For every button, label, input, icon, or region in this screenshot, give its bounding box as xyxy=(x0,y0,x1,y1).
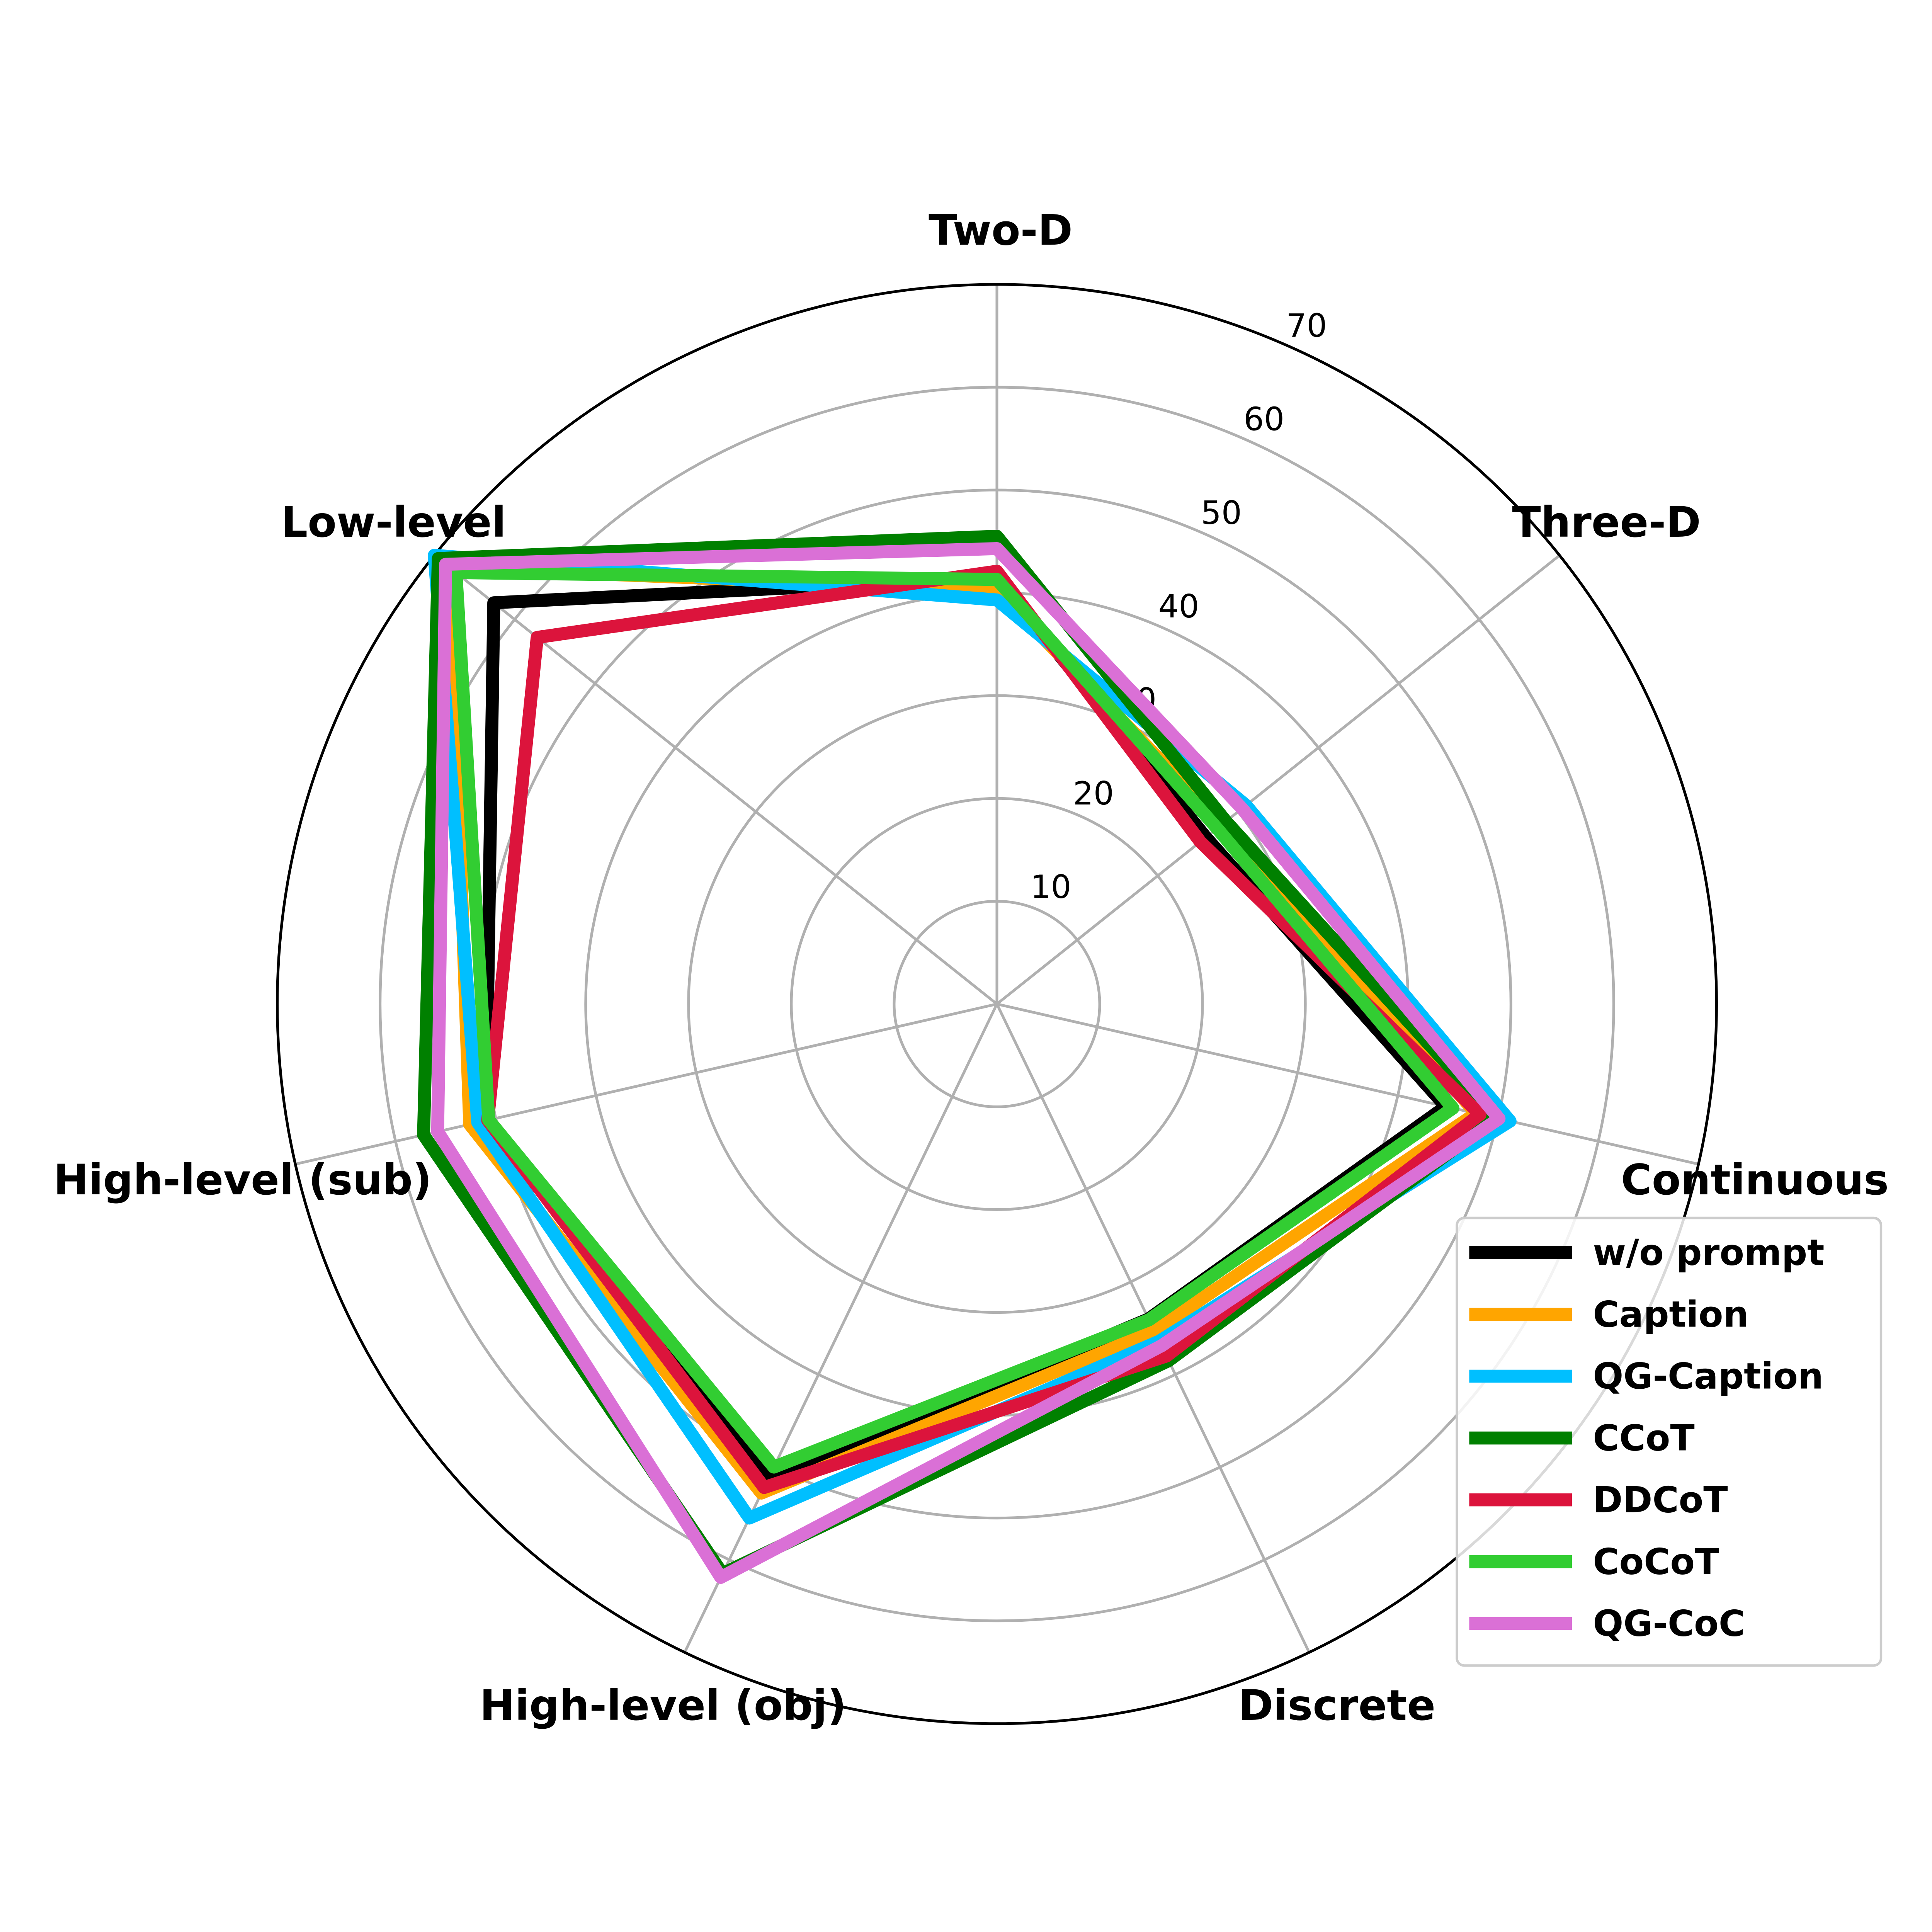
legend-box xyxy=(1456,1216,1883,1667)
series-line-caption xyxy=(444,561,1483,1500)
radial-tick-label: 60 xyxy=(1243,401,1284,438)
series-line-qg-coc xyxy=(431,542,1506,1584)
grid-spoke xyxy=(433,554,998,1005)
radial-tick-label: 10 xyxy=(1031,868,1071,906)
grid-spoke xyxy=(295,1002,997,1166)
radial-tick-label: 20 xyxy=(1073,775,1114,812)
category-label: Two-D xyxy=(929,206,1073,255)
series-line-ddcot xyxy=(481,565,1487,1494)
series-lines xyxy=(417,530,1517,1584)
category-label: High-level (obj) xyxy=(480,1681,846,1730)
category-label: Low-level xyxy=(281,498,506,547)
legend: w/o prompt Caption QG-Caption CCoT DDCoT CoCo… xyxy=(1456,1216,1883,1667)
data-point xyxy=(438,558,439,559)
data-point xyxy=(437,1131,438,1132)
series-line-ccot xyxy=(417,530,1503,1580)
legend-label: QG-Caption xyxy=(1593,1355,1823,1397)
legend-label: Caption xyxy=(1593,1294,1748,1335)
grid-spoke xyxy=(683,1003,998,1653)
radial-tick-label: 70 xyxy=(1286,307,1327,345)
radial-tick-label: 40 xyxy=(1158,588,1199,625)
grid-spoke xyxy=(996,554,1561,1005)
legend-label: CCoT xyxy=(1593,1417,1694,1459)
category-labels: Two-D Three-D Continuous Discrete High-level… xyxy=(53,206,1889,1730)
radial-tick-label: 50 xyxy=(1201,494,1242,532)
data-point xyxy=(1217,828,1218,829)
category-label: Three-D xyxy=(1512,498,1701,547)
category-label: Discrete xyxy=(1238,1681,1435,1730)
grid-spoke xyxy=(997,1002,1699,1166)
legend-label: DDCoT xyxy=(1593,1479,1728,1521)
outer-frame xyxy=(276,283,1718,1725)
legend-label: w/o prompt xyxy=(1593,1232,1824,1274)
legend-label: QG-CoC xyxy=(1593,1603,1745,1645)
series-line-cocot xyxy=(449,566,1459,1474)
legend-label: CoCoT xyxy=(1593,1541,1719,1583)
category-label: Continuous xyxy=(1621,1155,1889,1204)
category-label: High-level (sub) xyxy=(53,1155,432,1204)
